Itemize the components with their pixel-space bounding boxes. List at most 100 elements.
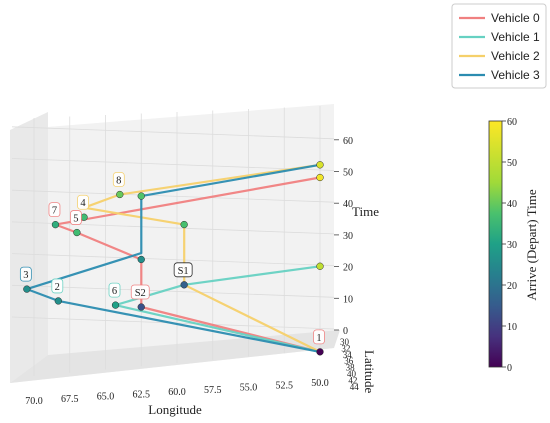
node-label-text: 8 [116, 176, 121, 187]
node-label-box [70, 210, 82, 225]
node-label: 6 [108, 282, 121, 298]
legend-box [451, 3, 547, 89]
node-label: 8 [112, 172, 125, 187]
grid-lines [11, 106, 335, 376]
y-tick-label: 36 [344, 356, 354, 366]
colorbar-label: Arrive (Depart) Time [524, 189, 539, 300]
node-label-text: 2 [55, 282, 60, 293]
colorbar-tick-label: 40 [507, 199, 517, 210]
node-label-box [19, 266, 32, 282]
route-point [180, 281, 188, 289]
x-tick-label: 70.0 [25, 396, 43, 407]
route-point [23, 285, 31, 293]
x-tick-label: 67.5 [61, 394, 79, 405]
route-point [137, 192, 145, 200]
node-label-box [313, 329, 325, 345]
grid-line [11, 189, 335, 203]
node-label: 7 [48, 202, 61, 218]
node-label: 3 [19, 266, 32, 282]
node-label: S2 [130, 284, 150, 300]
route-point [316, 161, 324, 169]
x-tick-label: 57.5 [204, 385, 222, 396]
route-point [54, 297, 62, 305]
y-tick-label: 40 [347, 369, 357, 379]
node-label: 1 [313, 329, 325, 345]
grid-line [11, 284, 335, 298]
node-label-text: 5 [73, 214, 78, 225]
route-point [51, 220, 60, 229]
node-label: 5 [70, 210, 82, 225]
y-tick-label: 34 [343, 350, 353, 360]
z-tick-label: 60 [343, 136, 353, 147]
x-tick-label: 60.0 [168, 387, 186, 398]
node-label-text: 7 [52, 206, 57, 217]
legend: Vehicle 0 Vehicle 1 Vehicle 2 Vehicle 3 [451, 3, 547, 89]
route-point [316, 173, 324, 182]
z-axis-title: Time [352, 204, 379, 219]
z-tick-label: 50 [343, 168, 353, 179]
legend-label: Vehicle 3 [491, 68, 540, 82]
node-label-text: 6 [112, 286, 117, 297]
colorbar-tick-label: 30 [507, 240, 517, 251]
node-label: 4 [77, 194, 89, 210]
x-axis-ticks: 70.0 67.5 65.0 62.5 60.0 57.5 55.0 52.5 50.0 [25, 378, 329, 407]
x-axis-title: Longitude [148, 402, 202, 417]
node-labels: 1 2 3 45 6 7 8 S1 S2 [19, 172, 325, 345]
node-label: S1 [173, 262, 193, 278]
node-label-box [173, 262, 193, 278]
route-line [82, 163, 321, 353]
colorbar-ramp [488, 120, 503, 368]
y-axis-title: Latitude [362, 350, 377, 394]
legend-label: Vehicle 0 [491, 11, 540, 25]
colorbar-tick-label: 0 [507, 363, 512, 374]
route-point [180, 220, 188, 229]
route-line [114, 265, 321, 353]
node-label-text: 4 [80, 198, 86, 209]
node-label-text: 3 [23, 270, 28, 281]
node-label-box [112, 172, 125, 187]
x-tick-label: 55.0 [240, 383, 258, 394]
x-tick-label: 52.5 [276, 380, 294, 391]
route-point [316, 348, 324, 356]
grid-line [11, 126, 335, 140]
grid-line [11, 158, 335, 171]
route-line [25, 163, 321, 353]
left-pane [10, 112, 48, 383]
grid-line [11, 253, 335, 266]
legend-label: Vehicle 1 [491, 30, 540, 44]
node-label-box [130, 284, 150, 300]
route-point [137, 303, 145, 311]
route-lines [25, 163, 321, 353]
y-tick-label: 42 [348, 375, 357, 385]
x-tick-label: 65.0 [97, 392, 115, 403]
y-tick-label: 30 [340, 337, 350, 347]
node-label-text: 1 [316, 333, 321, 344]
route-line [54, 176, 321, 353]
y-tick-label: 44 [350, 382, 360, 392]
node-label-text: S1 [178, 266, 189, 277]
z-tick-label: 20 [343, 263, 353, 274]
z-tick-label: 10 [343, 294, 353, 305]
node-label: 2 [51, 278, 64, 294]
z-axis-ticks: 0 10 20 30 40 50 60 [334, 136, 353, 337]
node-label-box [108, 282, 121, 298]
floor-pane [10, 330, 340, 383]
node-label-box [48, 202, 61, 218]
x-tick-label: 50.0 [311, 378, 329, 389]
colorbar-tick-label: 10 [507, 322, 517, 333]
data-points [23, 161, 324, 356]
route-point [111, 301, 120, 309]
y-tick-label: 32 [341, 343, 350, 353]
route-point [137, 255, 145, 264]
route-point [116, 190, 124, 199]
route-point [316, 262, 324, 270]
route-point [73, 228, 81, 237]
node-label-text: S2 [135, 288, 146, 299]
colorbar-tick-label: 60 [507, 117, 517, 128]
z-tick-label: 30 [343, 231, 353, 242]
node-label-box [77, 194, 89, 210]
y-tick-label: 38 [346, 363, 356, 373]
z-tick-label: 0 [343, 326, 348, 337]
legend-label: Vehicle 2 [491, 49, 540, 63]
